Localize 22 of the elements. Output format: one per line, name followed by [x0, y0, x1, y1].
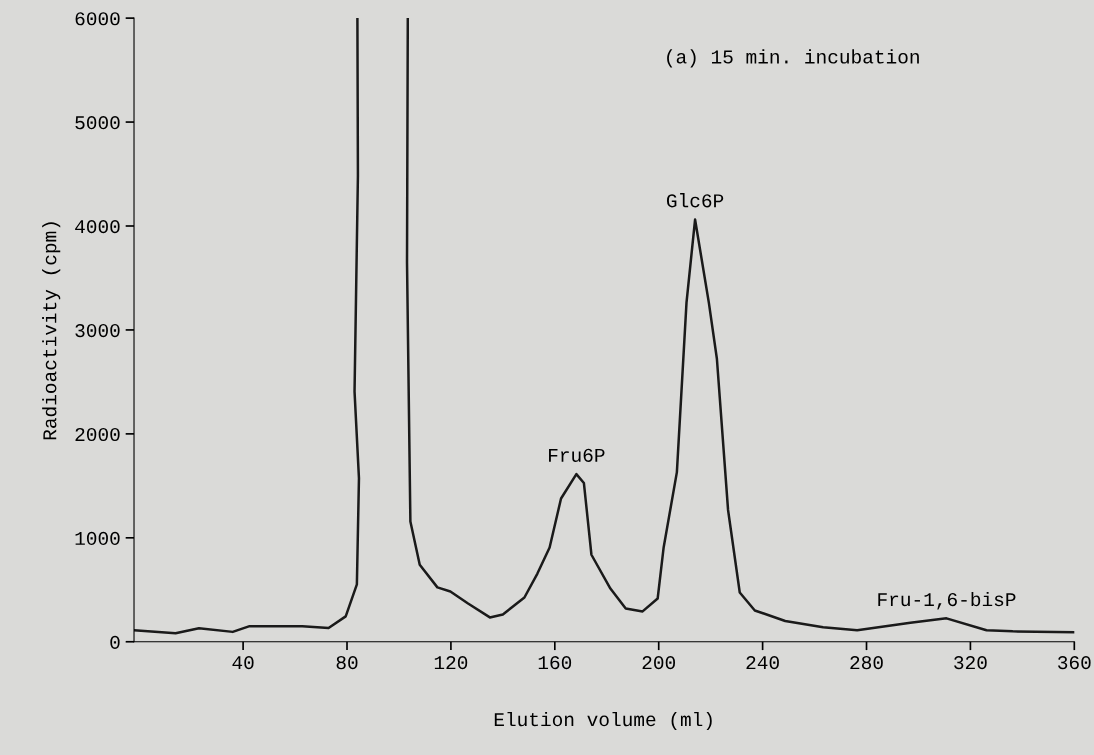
y-tick-label: 4000 [75, 220, 120, 234]
x-tick-label: 80 [336, 656, 358, 670]
x-tick-label: 240 [746, 656, 779, 670]
annotation: Glc6P [666, 193, 724, 208]
x-tick-label: 360 [1058, 656, 1091, 670]
y-tick-label: 1000 [75, 531, 120, 546]
annotation: Fru6P [549, 448, 605, 462]
x-tick-label: 200 [642, 656, 676, 670]
y-tick-label: 2000 [75, 427, 120, 442]
x-tick-label: 320 [954, 656, 987, 670]
x-tick-label: 40 [232, 656, 254, 670]
y-tick-label: 6000 [75, 12, 120, 26]
x-axis-title: Elution volume (ml) [494, 711, 712, 731]
y-axis-title: Radioactivity (cpm) [42, 222, 61, 440]
y-tick-label: 5000 [75, 116, 120, 130]
x-tick-label: 160 [538, 656, 572, 670]
annotation: Fru-1,6-bisP [878, 591, 1016, 610]
text: (a) 15 min. incubation [667, 49, 919, 68]
y-tick-label: 3000 [75, 323, 120, 338]
x-tick-label: 280 [850, 656, 883, 670]
y-tick-label: 0 [110, 635, 120, 649]
x-tick-label: 120 [434, 656, 468, 670]
